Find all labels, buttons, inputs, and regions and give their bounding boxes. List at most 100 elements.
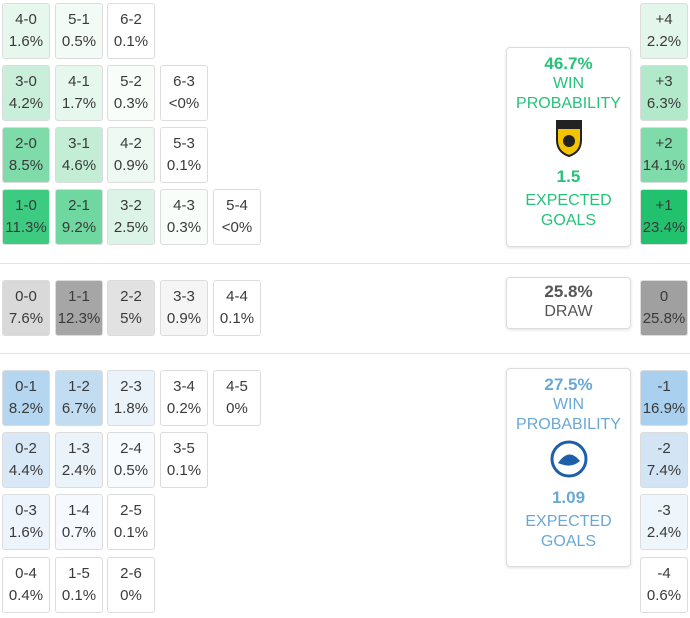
home-win-probability: 46.7% [544, 54, 593, 73]
score: 1-0 [15, 197, 37, 214]
score-cell: 1-2 6.7% [55, 370, 103, 426]
score-cell: 3-2 2.5% [107, 189, 155, 245]
probability: 0% [226, 400, 248, 417]
score: 2-4 [120, 440, 142, 457]
score: 1-1 [68, 288, 90, 305]
score: 3-2 [120, 197, 142, 214]
probability: 0% [120, 587, 142, 604]
probability: 0.7% [61, 524, 97, 541]
score: -2 [657, 440, 671, 457]
probability: 0.5% [113, 462, 149, 479]
probability: 2.4% [61, 462, 97, 479]
score: 3-5 [173, 440, 195, 457]
score-cell: -3 2.4% [640, 494, 688, 550]
score-cell: 3-4 0.2% [160, 370, 208, 426]
score: 4-5 [226, 378, 248, 395]
probability: 0.4% [8, 587, 44, 604]
probability: 2.5% [113, 219, 149, 236]
score-cell: -2 7.4% [640, 432, 688, 488]
separator [0, 353, 690, 354]
score-cell: 4-2 0.9% [107, 127, 155, 183]
score: 5-3 [173, 135, 195, 152]
probability: 0.5% [61, 33, 97, 50]
score: +3 [655, 73, 673, 90]
draw-label: DRAW [544, 303, 593, 320]
score: 6-3 [173, 73, 195, 90]
score-cell: 3-5 0.1% [160, 432, 208, 488]
score-cell: 0-0 7.6% [2, 280, 50, 336]
score: 1-3 [68, 440, 90, 457]
score-cell: 4-5 0% [213, 370, 261, 426]
score: 2-0 [15, 135, 37, 152]
home-xg-label: EXPECTED GOALS [525, 192, 612, 229]
score-cell: 4-3 0.3% [160, 189, 208, 245]
score: 5-1 [68, 11, 90, 28]
score: 4-0 [15, 11, 37, 28]
probability: 8.5% [8, 157, 44, 174]
score-cell: 2-1 9.2% [55, 189, 103, 245]
score: 2-5 [120, 502, 142, 519]
score-cell: 4-4 0.1% [213, 280, 261, 336]
probability: 0.3% [166, 219, 202, 236]
score-cell: 2-2 5% [107, 280, 155, 336]
score: 2-6 [120, 565, 142, 582]
score: 0-1 [15, 378, 37, 395]
score: 5-4 [226, 197, 248, 214]
score: 4-2 [120, 135, 142, 152]
score-cell: +4 2.2% [640, 3, 688, 59]
score: 0-4 [15, 565, 37, 582]
away-win-probability: 27.5% [544, 375, 593, 394]
score: 4-3 [173, 197, 195, 214]
score: 4-4 [226, 288, 248, 305]
score: 0 [659, 288, 669, 305]
score: +2 [655, 135, 673, 152]
score-cell: 0-3 1.6% [2, 494, 50, 550]
score: +1 [655, 197, 673, 214]
probability: 0.1% [166, 462, 202, 479]
probability: 1.7% [61, 95, 97, 112]
probability: 0.3% [113, 95, 149, 112]
home-logo [555, 120, 582, 158]
score: 3-4 [173, 378, 195, 395]
score-cell: +2 14.1% [640, 127, 688, 183]
probability: 11.3% [5, 219, 47, 236]
probability: 1.8% [113, 400, 149, 417]
home-expected-goals: 1.5 [556, 167, 581, 186]
probability: 4.4% [8, 462, 44, 479]
score-cell: 3-1 4.6% [55, 127, 103, 183]
probability: 1.6% [8, 33, 44, 50]
score: 2-2 [120, 288, 142, 305]
score: 0-2 [15, 440, 37, 457]
score: 0-0 [15, 288, 37, 305]
probability: 25.8% [642, 310, 686, 327]
score: 1-4 [68, 502, 90, 519]
probability: 1.6% [8, 524, 44, 541]
score: 1-2 [68, 378, 90, 395]
score-cell: 0-4 0.4% [2, 557, 50, 613]
score: 4-1 [68, 73, 90, 90]
score-cell: 4-0 1.6% [2, 3, 50, 59]
score: 3-3 [173, 288, 195, 305]
score-cell: 2-3 1.8% [107, 370, 155, 426]
score-cell: 1-5 0.1% [55, 557, 103, 613]
probability: <0% [221, 219, 253, 236]
probability: 6.3% [646, 95, 682, 112]
score: +4 [655, 11, 673, 28]
score: 6-2 [120, 11, 142, 28]
probability: 23.4% [642, 219, 686, 236]
probability: 0.1% [61, 587, 97, 604]
draw-probability: 25.8% [544, 282, 593, 301]
probability: 0.1% [166, 157, 202, 174]
probability: 7.4% [646, 462, 682, 479]
score: 2-3 [120, 378, 142, 395]
probability: 14.1% [642, 157, 686, 174]
probability: 6.7% [61, 400, 97, 417]
score-cell: 2-0 8.5% [2, 127, 50, 183]
score-cell: 6-2 0.1% [107, 3, 155, 59]
probability: 0.9% [113, 157, 149, 174]
score: -4 [657, 565, 671, 582]
probability: 0.6% [646, 587, 682, 604]
probability: 0.9% [166, 310, 202, 327]
home-win-label: WIN PROBABILITY [516, 75, 621, 112]
